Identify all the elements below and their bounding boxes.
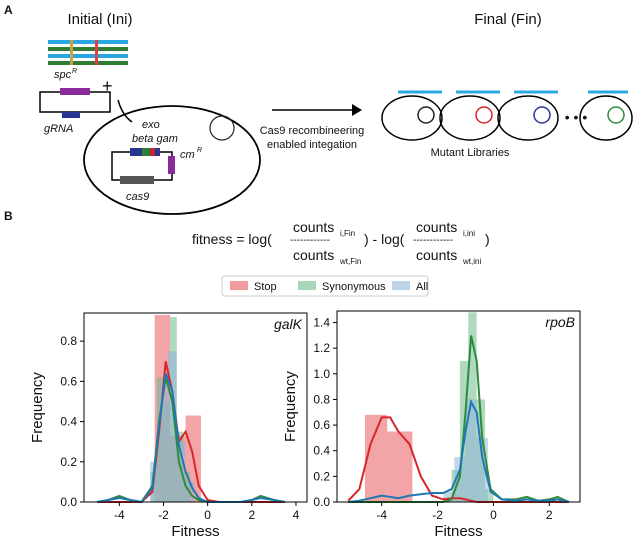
histogram-bar <box>167 351 177 502</box>
legend-swatch <box>392 281 410 290</box>
panel-label: B <box>4 209 13 223</box>
formula-text: fitness = log( <box>192 231 272 247</box>
arrow-label: enabled integation <box>267 139 357 151</box>
formula-text: counts <box>293 247 334 263</box>
y-tick-label: 0.8 <box>313 392 330 406</box>
y-tick-label: 0.8 <box>60 334 77 348</box>
y-tick-label: 0.2 <box>60 455 77 469</box>
plasmid <box>111 115 235 184</box>
arrow <box>117 99 133 123</box>
legend-label: Stop <box>254 281 277 293</box>
y-tick-label: 0.0 <box>60 495 77 509</box>
x-tick-label: -2 <box>432 508 443 522</box>
exo-label: exo <box>142 119 160 131</box>
ellipsis: • • • <box>565 109 588 125</box>
arrow-label: Cas9 recombineering <box>260 125 365 137</box>
formula-text: ) - log( <box>364 231 405 247</box>
kde-line <box>348 399 570 503</box>
y-tick-label: 0.6 <box>60 374 77 388</box>
x-axis-label: Fitness <box>171 523 219 538</box>
x-tick-label: -2 <box>158 508 169 522</box>
cell <box>83 105 261 215</box>
formula-sub: i,Fin <box>340 229 355 238</box>
kde-line <box>97 372 286 504</box>
y-axis-label: Frequency <box>282 371 299 442</box>
axes-frame <box>83 312 308 503</box>
beta-gam-label: beta gam <box>132 133 178 145</box>
panel-label: A <box>4 3 13 17</box>
formula-text: counts <box>293 219 334 235</box>
spc-sup: R <box>72 68 77 75</box>
cm-label: cm <box>180 149 195 161</box>
chart-title: galK <box>274 316 303 332</box>
y-tick-label: 0.2 <box>313 469 330 483</box>
x-axis-label: Fitness <box>434 523 482 538</box>
formula-dash: ------------ <box>413 235 453 246</box>
chart-title: rpoB <box>545 314 575 330</box>
legend-label: All <box>416 281 428 293</box>
histogram-bar <box>476 437 488 502</box>
histogram-bar <box>454 457 466 502</box>
histogram-bar <box>364 414 388 502</box>
legend-label: Synonymous <box>322 281 386 293</box>
plus: + <box>102 76 113 96</box>
x-tick-label: 2 <box>546 508 553 522</box>
histogram-bar <box>465 399 477 502</box>
histogram-bar <box>485 489 494 502</box>
initial-title: Initial (Ini) <box>67 11 132 28</box>
x-tick-label: -4 <box>376 508 387 522</box>
x-tick-label: 0 <box>204 508 211 522</box>
histogram-bar <box>443 491 455 502</box>
histogram-bar <box>150 461 160 502</box>
formula-text: counts <box>416 219 457 235</box>
y-tick-label: 0.4 <box>313 444 330 458</box>
y-tick-label: 0.0 <box>313 495 330 509</box>
cas9-label: cas9 <box>126 191 149 203</box>
x-tick-label: 0 <box>490 508 497 522</box>
mutant-cells <box>381 90 633 141</box>
formula-sub: i,ini <box>463 229 475 238</box>
grna-plasmid <box>39 88 111 118</box>
formula-text: counts <box>416 247 457 263</box>
formula-text: ) <box>485 231 490 247</box>
y-tick-label: 0.6 <box>313 418 330 432</box>
formula-sub: wt,Fin <box>339 257 361 266</box>
legend-swatch <box>298 281 316 290</box>
x-tick-label: -4 <box>114 508 125 522</box>
x-tick-label: 4 <box>293 508 300 522</box>
dna-fragments <box>48 40 128 65</box>
legend-swatch <box>230 281 248 290</box>
y-axis-label: Frequency <box>29 372 46 443</box>
arrowhead <box>352 104 362 116</box>
y-tick-label: 0.4 <box>60 415 77 429</box>
y-tick-label: 1.4 <box>313 316 330 330</box>
legend-box <box>221 275 429 297</box>
mutant-label: Mutant Libraries <box>431 147 510 159</box>
y-tick-label: 1.2 <box>313 341 330 355</box>
cm-sup: R <box>197 147 202 154</box>
formula: fitness = log( counts i,Fin ------------… <box>192 219 490 266</box>
formula-sub: wt,ini <box>462 257 481 266</box>
x-tick-label: 2 <box>248 508 255 522</box>
formula-dash: ------------ <box>290 235 330 246</box>
grna-label: gRNA <box>44 123 73 135</box>
final-title: Final (Fin) <box>474 11 542 28</box>
histogram-bar <box>159 381 168 502</box>
spc-label: spc <box>54 69 72 81</box>
y-tick-label: 1.0 <box>313 367 330 381</box>
axes-frame <box>336 310 581 503</box>
